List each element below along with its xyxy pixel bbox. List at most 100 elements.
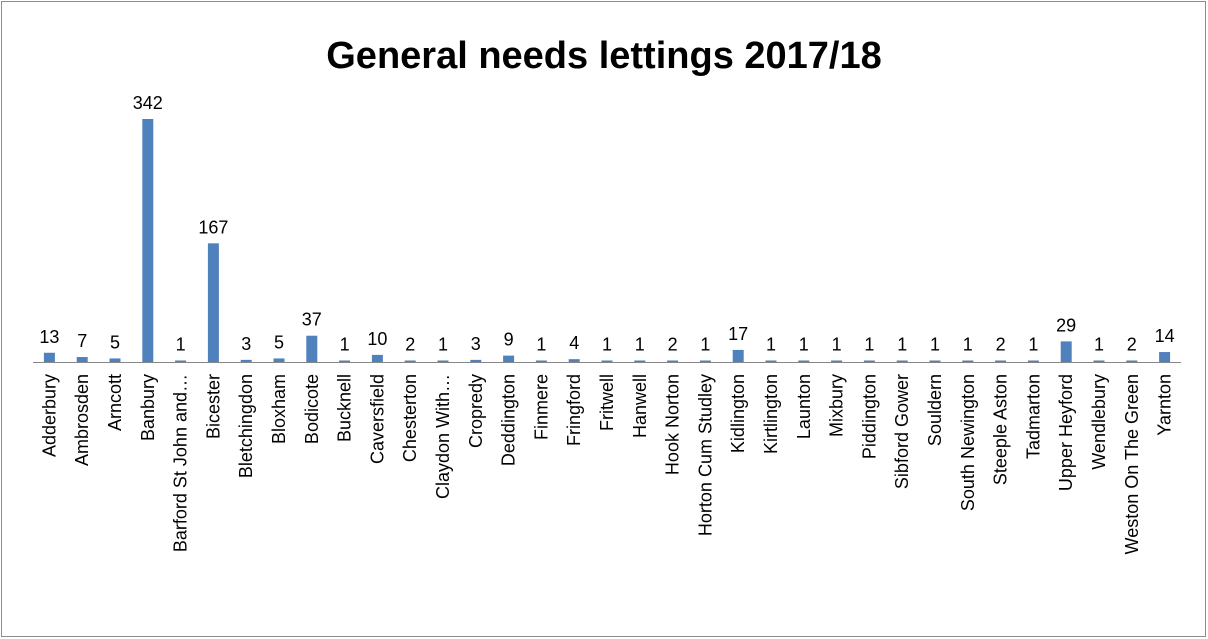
data-label: 29 bbox=[1056, 315, 1076, 335]
category-label: Fritwell bbox=[597, 374, 617, 431]
bar bbox=[43, 352, 55, 362]
category-label: Adderbury bbox=[39, 374, 59, 457]
chart-title: General needs lettings 2017/18 bbox=[326, 35, 882, 77]
category-label: Kirtlington bbox=[761, 374, 781, 454]
data-label: 5 bbox=[110, 332, 120, 352]
category-label: Piddington bbox=[859, 374, 879, 459]
data-label: 3 bbox=[241, 334, 251, 354]
bar bbox=[962, 360, 974, 362]
category-label: Horton Cum Studley bbox=[695, 374, 715, 536]
data-label: 37 bbox=[302, 310, 322, 330]
data-label: 1 bbox=[700, 335, 710, 355]
data-label: 342 bbox=[133, 93, 163, 113]
category-labels-group: Adderbury Ambrosden Arncott Banbury Barford … bbox=[39, 374, 1174, 554]
bar bbox=[535, 360, 547, 362]
bar bbox=[175, 360, 187, 362]
data-label: 9 bbox=[504, 330, 514, 350]
bar bbox=[568, 359, 580, 362]
data-label: 13 bbox=[39, 327, 59, 347]
category-label: Cropredy bbox=[466, 374, 486, 448]
bar bbox=[109, 358, 121, 362]
data-label: 1 bbox=[799, 335, 809, 355]
category-label: Deddington bbox=[499, 374, 519, 466]
bar bbox=[1126, 360, 1138, 362]
category-label: Steeple Aston bbox=[991, 374, 1011, 485]
category-label: Bicester bbox=[203, 374, 223, 439]
data-label: 1 bbox=[1028, 335, 1038, 355]
bar bbox=[1093, 360, 1105, 362]
data-label: 2 bbox=[996, 335, 1006, 355]
category-label: Wendlebury bbox=[1089, 374, 1109, 470]
category-label: Yarnton bbox=[1155, 374, 1175, 436]
category-label: Kidlington bbox=[728, 374, 748, 453]
bar bbox=[76, 357, 88, 362]
category-label: Mixbury bbox=[827, 374, 847, 437]
data-label: 10 bbox=[367, 329, 387, 349]
bar bbox=[995, 360, 1007, 362]
category-label: Bloxham bbox=[269, 374, 289, 444]
bar bbox=[1060, 341, 1072, 362]
category-label: Finmere bbox=[531, 374, 551, 440]
category-label: Chesterton bbox=[400, 374, 420, 462]
category-label: Banbury bbox=[138, 374, 158, 441]
bar bbox=[732, 349, 744, 362]
data-label: 4 bbox=[569, 333, 579, 353]
category-label: Weston On The Green bbox=[1122, 374, 1142, 554]
bar bbox=[142, 119, 154, 362]
category-label: Hanwell bbox=[630, 374, 650, 438]
bar bbox=[339, 360, 351, 362]
bar bbox=[601, 360, 613, 362]
bar bbox=[207, 243, 219, 362]
data-label: 7 bbox=[77, 331, 87, 351]
category-label: Claydon With… bbox=[433, 374, 453, 499]
bar bbox=[896, 360, 908, 362]
data-label: 2 bbox=[668, 335, 678, 355]
category-label: Ambrosden bbox=[72, 374, 92, 466]
bar bbox=[503, 355, 515, 362]
category-label: Souldern bbox=[925, 374, 945, 446]
bar bbox=[1027, 360, 1039, 362]
data-label: 14 bbox=[1155, 326, 1175, 346]
bars-group bbox=[43, 119, 1171, 362]
category-label: Sibford Gower bbox=[892, 374, 912, 489]
data-label: 5 bbox=[274, 332, 284, 352]
data-label: 1 bbox=[832, 335, 842, 355]
data-label: 1 bbox=[1094, 335, 1104, 355]
data-label: 1 bbox=[766, 335, 776, 355]
category-label: Arncott bbox=[105, 374, 125, 431]
category-label: Upper Heyford bbox=[1056, 374, 1076, 491]
bar bbox=[667, 360, 679, 362]
data-label: 2 bbox=[1127, 335, 1137, 355]
data-label: 1 bbox=[536, 335, 546, 355]
bar bbox=[470, 359, 482, 362]
bar bbox=[699, 360, 711, 362]
data-label: 1 bbox=[963, 335, 973, 355]
data-label: 17 bbox=[728, 324, 748, 344]
category-label: Bletchingdon bbox=[236, 374, 256, 478]
data-label: 167 bbox=[198, 217, 228, 237]
category-label: Hook Norton bbox=[663, 374, 683, 475]
category-label: Barford St John and… bbox=[171, 374, 191, 552]
data-label: 1 bbox=[176, 335, 186, 355]
bar bbox=[306, 335, 318, 362]
category-label: Caversfield bbox=[367, 374, 387, 464]
category-label: South Newington bbox=[958, 374, 978, 511]
data-label: 1 bbox=[438, 335, 448, 355]
bar bbox=[1159, 352, 1171, 362]
bar bbox=[798, 360, 810, 362]
data-label: 1 bbox=[897, 335, 907, 355]
data-label: 3 bbox=[471, 334, 481, 354]
bar bbox=[273, 358, 285, 362]
category-label: Tadmarton bbox=[1023, 374, 1043, 459]
category-label: Bodicote bbox=[302, 374, 322, 444]
bar bbox=[765, 360, 777, 362]
data-label: 1 bbox=[930, 335, 940, 355]
data-label: 1 bbox=[864, 335, 874, 355]
data-label: 1 bbox=[340, 335, 350, 355]
category-label: Bucknell bbox=[335, 374, 355, 442]
bar bbox=[371, 354, 383, 362]
data-label: 2 bbox=[405, 335, 415, 355]
